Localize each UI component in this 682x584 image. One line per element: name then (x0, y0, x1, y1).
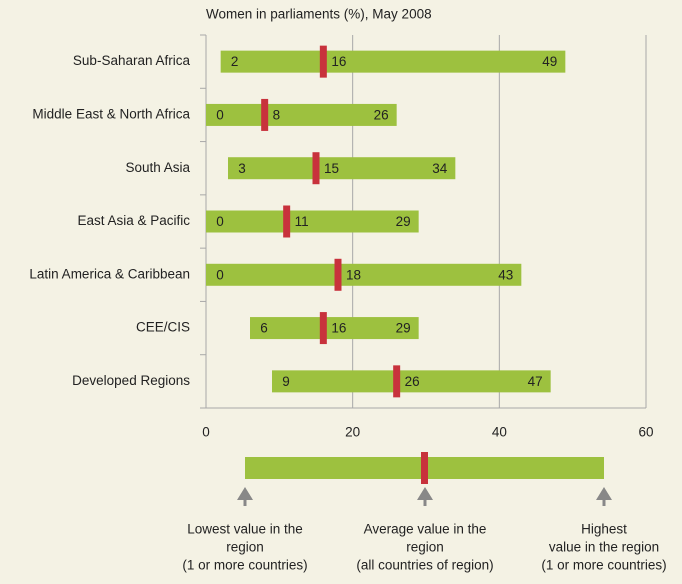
legend-text: Lowest value in the (187, 522, 303, 537)
average-marker (261, 98, 269, 131)
category-label: Latin America & Caribbean (29, 266, 190, 281)
average-marker (283, 205, 291, 238)
x-tick-label: 20 (345, 425, 360, 440)
legend-text: (1 or more countries) (541, 558, 666, 573)
max-label: 29 (396, 321, 411, 336)
category-label: East Asia & Pacific (77, 213, 190, 228)
max-label: 49 (542, 54, 557, 69)
range-bar (272, 370, 551, 393)
avg-label: 16 (331, 54, 346, 69)
chart-title: Women in parliaments (%), May 2008 (206, 7, 432, 22)
range-bar (228, 157, 456, 180)
category-label: South Asia (125, 160, 190, 175)
legend-arrow-head (417, 487, 433, 500)
x-tick-label: 60 (638, 425, 653, 440)
max-label: 43 (498, 267, 513, 282)
legend-text: Average value in the (364, 522, 487, 537)
category-label: Developed Regions (72, 373, 190, 388)
legend-arrow-head (596, 487, 612, 500)
max-label: 26 (374, 107, 389, 122)
category-label: Middle East & North Africa (32, 106, 190, 121)
avg-label: 8 (273, 107, 281, 122)
average-marker (319, 45, 327, 78)
legend-marker (421, 452, 428, 484)
min-label: 6 (260, 321, 268, 336)
max-label: 47 (528, 374, 543, 389)
legend-text: region (226, 540, 264, 555)
range-bar (250, 317, 419, 340)
x-tick-label: 0 (202, 425, 210, 440)
range-bar (206, 263, 522, 286)
min-label: 0 (216, 214, 224, 229)
avg-label: 11 (295, 214, 309, 229)
average-marker (393, 365, 401, 398)
legend-text: value in the region (549, 540, 659, 555)
legend-arrow-head (237, 487, 253, 500)
average-marker (334, 258, 342, 291)
range-bar (206, 210, 419, 233)
legend-text: (all countries of region) (356, 558, 493, 573)
avg-label: 15 (324, 161, 339, 176)
min-label: 9 (282, 374, 290, 389)
max-label: 34 (432, 161, 448, 176)
category-label: Sub-Saharan Africa (73, 53, 191, 68)
average-marker (312, 152, 320, 185)
min-label: 0 (216, 107, 224, 122)
min-label: 0 (216, 267, 224, 282)
x-tick-label: 40 (492, 425, 507, 440)
avg-label: 16 (331, 321, 346, 336)
legend-text: (1 or more countries) (182, 558, 307, 573)
average-marker (319, 312, 327, 345)
max-label: 29 (396, 214, 411, 229)
legend-text: Highest (581, 522, 627, 537)
range-bar (206, 103, 397, 126)
legend-text: region (406, 540, 444, 555)
avg-label: 18 (346, 267, 361, 282)
avg-label: 26 (405, 374, 420, 389)
min-label: 2 (231, 54, 239, 69)
category-label: CEE/CIS (136, 320, 190, 335)
range-bar (220, 50, 566, 73)
min-label: 3 (238, 161, 246, 176)
